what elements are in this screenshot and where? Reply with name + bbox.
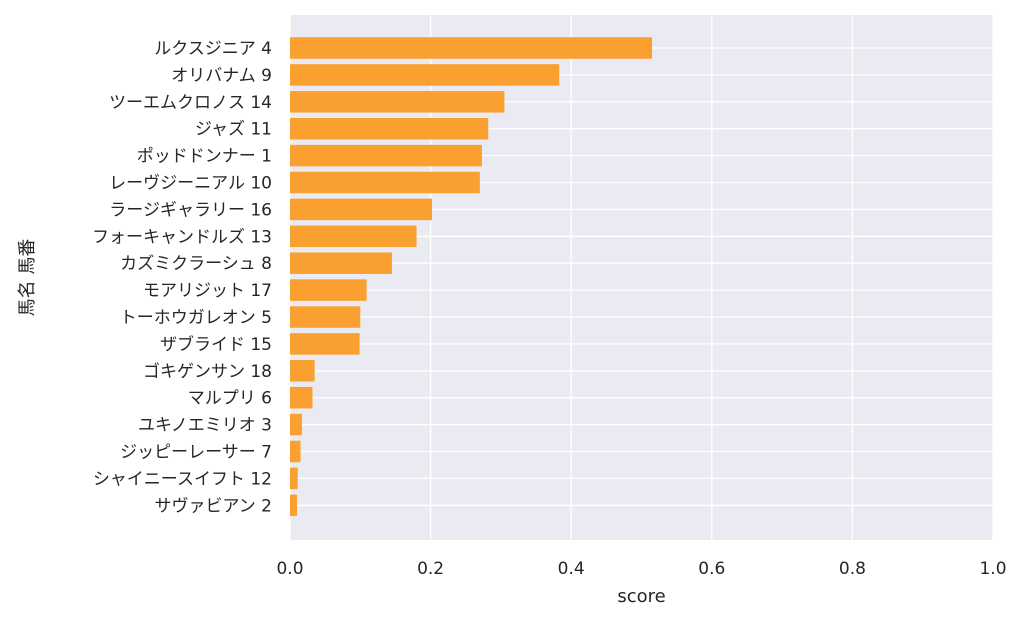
- y-tick-label: ジャズ 11: [195, 120, 272, 140]
- x-axis-label: score: [617, 586, 665, 607]
- bar: [290, 37, 653, 59]
- y-tick-label: ユキノエミリオ 3: [138, 416, 272, 436]
- x-tick-label: 0.4: [558, 559, 585, 579]
- x-tick-label: 0.0: [276, 559, 303, 579]
- bar: [290, 171, 480, 194]
- x-tick-label: 0.6: [698, 559, 725, 579]
- x-tick-label: 1.0: [979, 559, 1006, 579]
- bar: [290, 467, 298, 490]
- y-tick-label: ルクスジニア 4: [154, 39, 272, 59]
- y-tick-label: ザブライド 15: [160, 334, 272, 355]
- bar: [290, 144, 482, 167]
- y-tick-label: レーヴジーニアル 10: [109, 174, 272, 194]
- x-tick-label: 0.2: [417, 559, 444, 579]
- y-tick-label: ゴキゲンサン 18: [143, 361, 272, 382]
- y-tick-label: オリバナム 9: [171, 66, 272, 86]
- bars: [290, 37, 653, 517]
- y-tick-label: ポッドドンナー 1: [137, 147, 272, 167]
- x-tick-labels: 0.0 0.2 0.4 0.6 0.8 1.0: [276, 559, 1006, 579]
- y-tick-label: カズミクラーシュ 8: [120, 254, 272, 274]
- bar: [290, 117, 489, 140]
- y-tick-label: サヴァビアン 2: [154, 496, 272, 516]
- bar: [290, 386, 313, 409]
- bar: [290, 252, 392, 274]
- y-tick-label: モアリジット 17: [143, 281, 272, 301]
- y-tick-label: シャイニースイフト 12: [93, 469, 272, 489]
- y-tick-label: マルプリ 6: [188, 389, 272, 409]
- bar: [290, 360, 315, 382]
- bar: [290, 279, 367, 301]
- bar: [290, 413, 302, 436]
- y-tick-label: ジッピーレーサー 7: [120, 443, 272, 463]
- y-tick-label: トーホウガレオン 5: [120, 308, 272, 328]
- bar: [290, 440, 301, 463]
- bar: [290, 225, 417, 248]
- y-tick-label: ツーエムクロノス 14: [109, 93, 272, 113]
- bar: [290, 91, 505, 113]
- bar: [290, 333, 360, 355]
- y-axis-label: 馬名 馬番: [17, 239, 38, 317]
- bar: [290, 64, 560, 86]
- bar: [290, 494, 298, 517]
- y-tick-labels: ルクスジニア 4 オリバナム 9 ツーエムクロノス 14 ジャズ 11 ポッドドンナー …: [92, 39, 272, 516]
- y-tick-label: ラージギャラリー 16: [109, 200, 272, 220]
- bar: [290, 198, 433, 221]
- bar: [290, 306, 361, 328]
- x-tick-label: 0.8: [839, 559, 866, 579]
- y-tick-label: フォーキャンドルズ 13: [92, 227, 272, 247]
